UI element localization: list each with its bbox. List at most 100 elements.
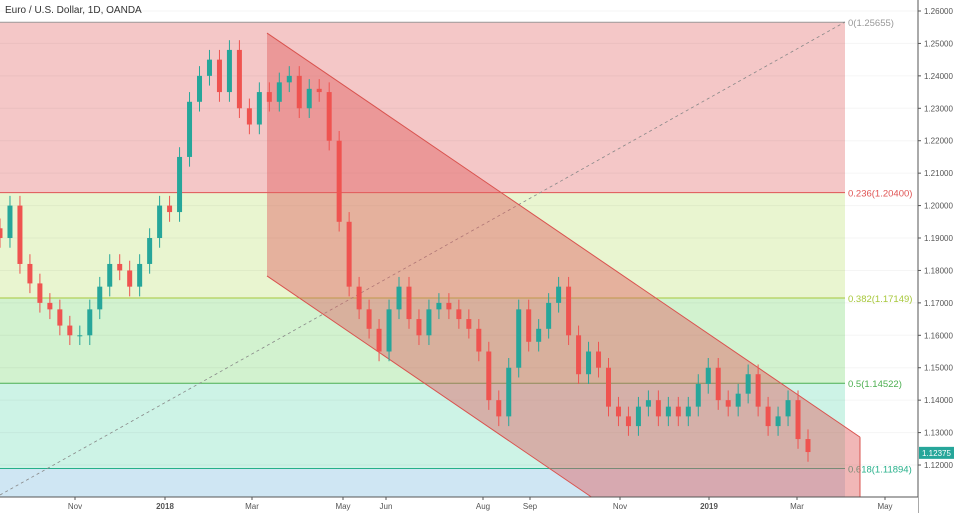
candle-body — [675, 406, 681, 417]
channel-upper-line — [266, 32, 861, 438]
candle-body — [785, 400, 791, 417]
candle-body — [97, 286, 103, 310]
candle-body — [197, 75, 203, 102]
candle-body — [187, 101, 193, 157]
candle-body — [546, 302, 552, 329]
candle-body — [695, 383, 701, 407]
time-tick-label: 2018 — [156, 502, 174, 511]
candle-body — [306, 88, 312, 109]
candle-body — [586, 351, 592, 375]
candle-body — [366, 309, 372, 329]
candle-body — [496, 400, 502, 417]
channel-fill — [267, 33, 860, 497]
candle-body — [137, 263, 143, 287]
fib-label-0.382: 0.382(1.17149) — [848, 294, 912, 305]
price-tick-label: 1.21000 — [924, 169, 953, 178]
time-tick-label: Mar — [790, 502, 804, 511]
fib-label-0.236: 0.236(1.20400) — [848, 189, 912, 200]
price-tick-label: 1.19000 — [924, 234, 953, 243]
time-tick-label: Nov — [68, 502, 82, 511]
candle-body — [725, 400, 731, 407]
channel-lower-line — [266, 275, 592, 498]
candle-body — [276, 82, 282, 102]
time-tick-label: Mar — [245, 502, 259, 511]
price-tick-label: 1.13000 — [924, 429, 953, 438]
candle-body — [745, 374, 751, 394]
price-axis-background — [918, 0, 954, 513]
candle-body — [576, 335, 582, 375]
candle-body — [536, 328, 542, 342]
price-tick-label: 1.14000 — [924, 396, 953, 405]
candle-body — [286, 75, 292, 83]
current-price-badge — [919, 446, 954, 459]
candle-body — [446, 302, 452, 310]
candle-body — [406, 286, 412, 320]
candle-body — [0, 228, 3, 239]
price-tick-label: 1.24000 — [924, 72, 953, 81]
price-tick-label: 1.17000 — [924, 299, 953, 308]
candle-body — [47, 302, 53, 310]
time-tick-label: Sep — [523, 502, 538, 511]
candle-body — [226, 49, 232, 93]
time-tick-label: May — [335, 502, 350, 511]
candle-body — [685, 406, 691, 417]
candle-body — [356, 286, 362, 310]
candle-body — [326, 92, 332, 141]
candle-body — [715, 367, 721, 401]
candle-body — [795, 400, 801, 440]
candle-body — [396, 286, 402, 310]
candle-body — [17, 205, 23, 264]
candle-body — [615, 406, 621, 417]
candle-body — [605, 367, 611, 407]
fib-label-0.618: 0.618(1.11894) — [848, 464, 912, 475]
candle-body — [206, 59, 212, 76]
candle-body — [256, 92, 262, 125]
fib-zone-0.5 — [0, 383, 845, 469]
time-tick-label: Aug — [476, 502, 490, 511]
candle-body — [705, 367, 711, 384]
candle-body — [37, 283, 43, 303]
candle-body — [516, 309, 522, 368]
candle-body — [476, 328, 482, 352]
candle-body — [526, 309, 532, 342]
time-tick-label: 2019 — [700, 502, 718, 511]
candle-body — [635, 406, 641, 427]
fib-label-0.5: 0.5(1.14522) — [848, 379, 902, 390]
candle-body — [147, 238, 153, 264]
time-tick-label: Nov — [613, 502, 627, 511]
candle-body — [107, 263, 113, 287]
candle-body — [775, 416, 781, 427]
candle-body — [7, 205, 13, 239]
candle-body — [655, 400, 661, 417]
candle-body — [57, 309, 63, 326]
candle-body — [216, 59, 222, 93]
candle-body — [466, 319, 472, 329]
candle-body — [625, 416, 631, 427]
fib-label-0: 0(1.25655) — [848, 18, 894, 29]
candle-body — [27, 263, 33, 284]
candle-body — [376, 328, 382, 352]
candle-body — [506, 367, 512, 417]
candle-body — [456, 309, 462, 320]
time-tick-label: May — [877, 502, 892, 511]
fib-trend-line — [0, 21, 846, 496]
candle-body — [127, 270, 133, 287]
candle-body — [386, 309, 392, 352]
candle-body — [805, 439, 811, 453]
price-tick-label: 1.16000 — [924, 331, 953, 340]
candle-body — [157, 205, 163, 239]
candle-body — [67, 325, 73, 336]
candle-body — [77, 335, 83, 337]
candle-body — [645, 400, 651, 407]
price-tick-label: 1.25000 — [924, 39, 953, 48]
price-tick-label: 1.18000 — [924, 266, 953, 275]
candle-body — [436, 302, 442, 310]
candle-body — [177, 156, 183, 213]
candle-body — [596, 351, 602, 368]
candle-body — [167, 205, 173, 213]
fib-zone-0.618 — [0, 468, 845, 497]
candle-body — [566, 286, 572, 336]
fib-zone-0 — [0, 22, 845, 193]
